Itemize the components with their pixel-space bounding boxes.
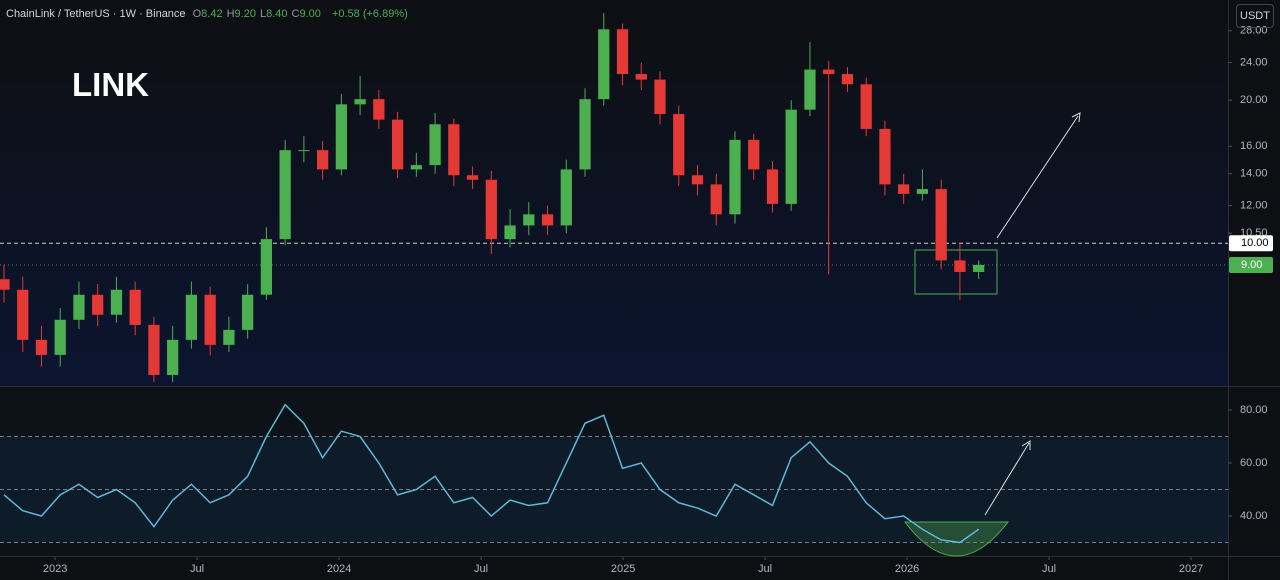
x-tick-label: 2023 [43, 563, 67, 575]
candle-body [129, 289, 141, 325]
price-badge [1229, 256, 1273, 273]
candle-body [804, 69, 816, 110]
candle-body [148, 324, 160, 375]
candle-body [335, 104, 347, 170]
symbol-header: ChainLink / TetherUS · 1W · Binance O8.4… [6, 8, 412, 20]
candle-body [541, 214, 554, 226]
change: +0.58 (+6.89%) [331, 8, 408, 20]
candle-body [823, 69, 835, 75]
ohlc-value: 9.00 [299, 8, 321, 20]
x-tick-label: 2026 [895, 563, 919, 575]
price-pane [0, 0, 1228, 386]
candle-body [785, 109, 797, 204]
candle-body [710, 184, 722, 215]
candle-body [523, 214, 535, 226]
candle-body [598, 29, 610, 100]
y-tick-label: 20.00 [1240, 94, 1268, 106]
candle-body [973, 264, 985, 272]
candle-body [391, 119, 404, 170]
candle-body [935, 189, 947, 261]
rsi-line [3, 403, 980, 544]
candle-body [54, 319, 66, 355]
symbol: ChainLink / TetherUS · 1W · Binance [6, 8, 186, 20]
candle-body [448, 124, 460, 176]
arrow-head [1021, 440, 1031, 450]
candle-body [242, 294, 254, 330]
candle-body [691, 175, 704, 185]
arrow [984, 442, 1030, 516]
y-tick-label: 24.00 [1240, 56, 1268, 68]
price-badge-label: 10.00 [1241, 237, 1269, 249]
ohlc-value: 9.20 [234, 8, 256, 20]
candle-body [748, 139, 760, 170]
y-tick-label: 60.00 [1240, 457, 1268, 469]
candle-body [841, 74, 854, 85]
candle-body [729, 139, 741, 215]
candle-body [167, 339, 179, 375]
chart-title: LINK [72, 66, 149, 103]
candle-body [429, 124, 441, 166]
candle-body [0, 279, 10, 290]
candle-body [879, 128, 891, 185]
candle-body [860, 84, 872, 129]
candle-body [185, 294, 198, 340]
candle-body [466, 175, 479, 180]
candle-body [579, 99, 591, 170]
x-tick-label: Jul [474, 563, 488, 575]
candle-body [504, 225, 516, 240]
candle-body [673, 114, 685, 176]
price-badge-label: 9.00 [1241, 259, 1262, 271]
ohlc-key: H [226, 8, 235, 20]
candle-body [954, 260, 966, 272]
candle-body [204, 294, 216, 345]
x-tick-label: 2025 [611, 563, 635, 575]
arrow-head [1071, 112, 1081, 123]
candle-body [898, 184, 910, 194]
candle-body [110, 289, 123, 315]
ohlc-value: 8.40 [266, 8, 288, 20]
candle-body [485, 179, 497, 240]
ohlc-key: O [192, 8, 202, 20]
currency-button[interactable]: USDT [1236, 4, 1274, 28]
range-box [914, 249, 998, 295]
candle-body [654, 79, 666, 115]
candle-body [560, 169, 572, 226]
y-tick-label: 80.00 [1240, 404, 1268, 416]
rsi-highlight [903, 521, 1010, 557]
candle-body [373, 99, 385, 120]
x-tick-label: Jul [758, 563, 772, 575]
y-tick-label: 28.00 [1240, 25, 1268, 37]
candle-body [260, 239, 273, 295]
ohlc-value: 8.42 [201, 8, 223, 20]
candle-body [916, 189, 929, 194]
candle-body [635, 74, 647, 80]
candle-body [616, 29, 629, 75]
candle-body [73, 294, 85, 320]
candle-body [316, 150, 329, 170]
y-tick-label: 16.00 [1240, 140, 1268, 152]
candle-body [766, 169, 779, 204]
candle-body [35, 339, 48, 355]
ohlc-key: C [291, 8, 300, 20]
x-tick-label: Jul [1042, 563, 1056, 575]
candle-body [223, 329, 235, 345]
x-tick-label: 2027 [1179, 563, 1203, 575]
candle-body [17, 289, 29, 340]
price-badge [1229, 235, 1273, 252]
candle-body [279, 150, 291, 240]
x-tick-label: 2024 [327, 563, 351, 575]
y-tick-label: 40.00 [1240, 510, 1268, 522]
candle-body [298, 150, 310, 152]
x-tick-label: Jul [190, 563, 204, 575]
candle-body [354, 99, 366, 105]
arrow [996, 115, 1079, 239]
candle-body [92, 294, 104, 315]
rsi-pane [0, 388, 1228, 556]
y-tick-label: 12.00 [1240, 199, 1268, 211]
ohlc-key: L [259, 8, 267, 20]
y-tick-label: 14.00 [1240, 168, 1268, 180]
candle-body [410, 165, 422, 170]
